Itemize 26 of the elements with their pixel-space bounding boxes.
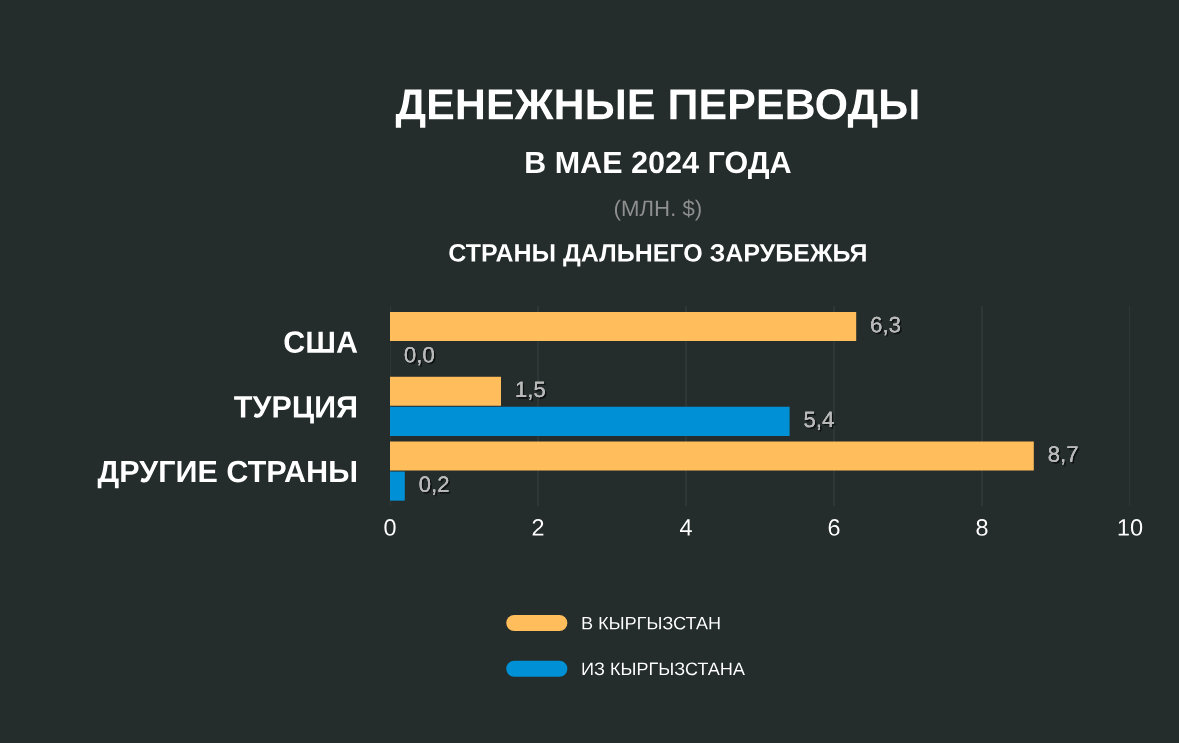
data-label: 0,2	[419, 476, 451, 497]
x-tick-label: 4	[679, 519, 692, 536]
bar	[390, 471, 405, 501]
bar	[390, 441, 1034, 471]
data-label: 0,0	[404, 346, 436, 367]
x-tick-label: 8	[976, 519, 988, 536]
x-tick-label: 10	[1118, 519, 1143, 536]
bar	[390, 406, 790, 436]
y-tick-label: США	[284, 331, 358, 353]
bar	[390, 376, 501, 406]
y-tick-label: ДРУГИЕ СТРАНЫ	[97, 460, 357, 489]
x-tick-label: 6	[828, 519, 840, 536]
y-tick-label: ТУРЦИЯ	[234, 396, 357, 424]
text: СТРАНЫ ДАЛЬНЕГО ЗАРУБЕЖЬЯ	[449, 244, 866, 267]
x-tick-label: 0	[384, 519, 396, 536]
legend-label: ИЗ КЫРГЫЗСТАНА	[582, 662, 745, 676]
data-label: 8,7	[1048, 446, 1080, 467]
legend-label: В КЫРГЫЗСТАН	[582, 616, 720, 630]
text: (МЛН. $)	[614, 199, 701, 221]
data-label: 1,5	[516, 381, 547, 402]
x-tick-label: 2	[532, 519, 544, 536]
bar	[390, 311, 857, 342]
data-label: 5,4	[804, 411, 836, 432]
data-label: 6,3	[871, 316, 902, 337]
chart-subtitle: В МАЕ 2024 ГОДА	[526, 151, 791, 179]
chart-title: ДЕНЕЖНЫЕ ПЕРЕВОДЫ	[395, 89, 918, 128]
